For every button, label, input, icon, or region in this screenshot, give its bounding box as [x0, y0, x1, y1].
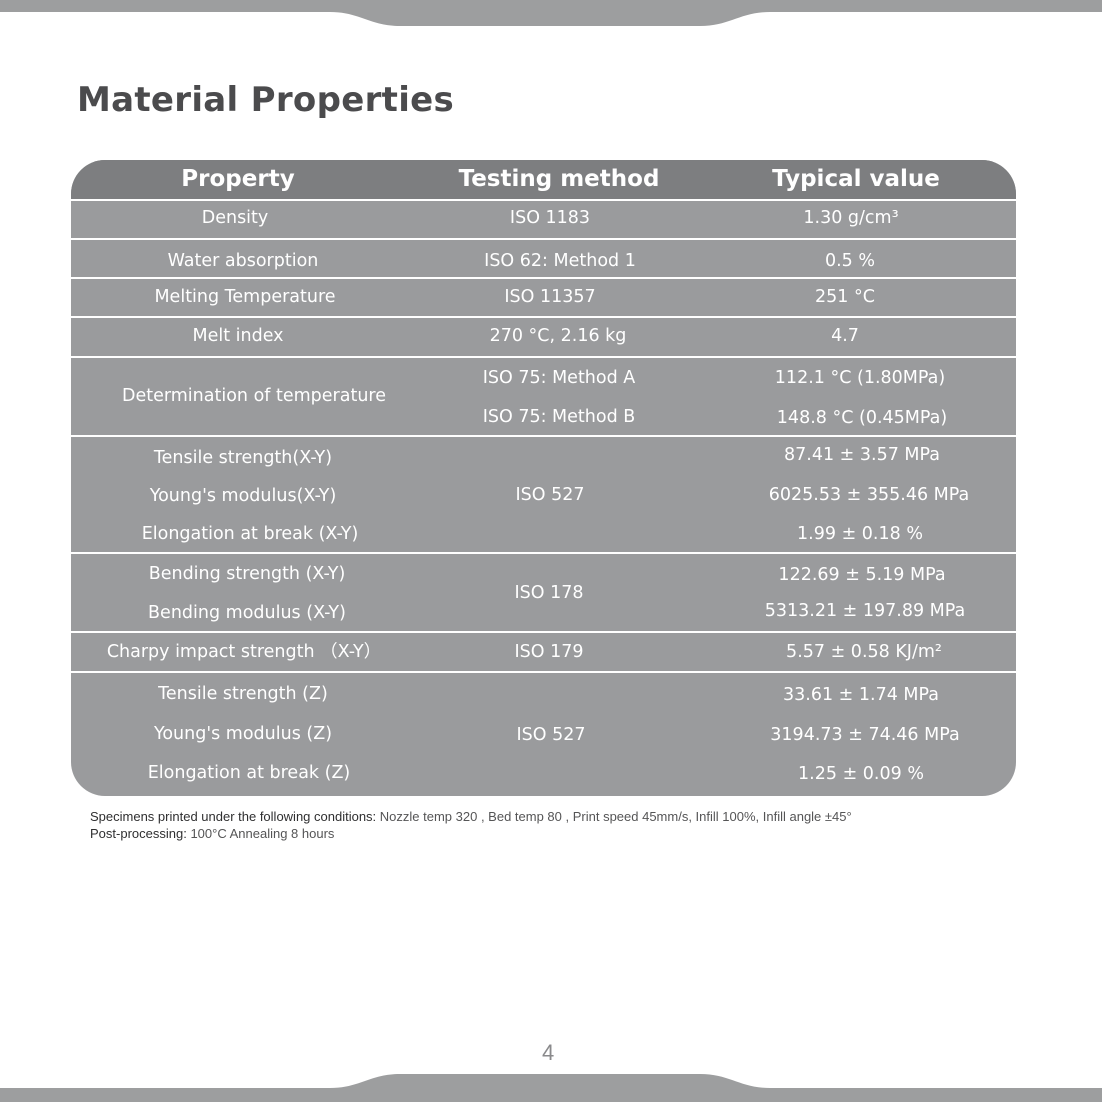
cell-property: Elongation at break (Z) — [147, 763, 351, 783]
row-divider — [71, 671, 1016, 673]
bottom-decorative-band — [0, 1074, 1102, 1102]
cell-value: 148.8 °C (0.45MPa) — [776, 408, 948, 428]
material-properties-table: Property Testing method Typical value De… — [71, 160, 1016, 796]
post-processing-text: 100°C Annealing 8 hours — [186, 826, 335, 841]
page-title: Material Properties — [77, 80, 455, 120]
row-divider — [71, 552, 1016, 554]
cell-property: Tensile strength(X-Y) — [153, 448, 333, 468]
cell-value: 3194.73 ± 74.46 MPa — [770, 725, 960, 745]
cell-property: Water absorption — [167, 251, 319, 271]
cell-method: ISO 179 — [514, 642, 584, 662]
cell-value: 112.1 °C (1.80MPa) — [774, 368, 946, 388]
cell-value: 87.41 ± 3.57 MPa — [783, 445, 941, 465]
post-processing-note: Post-processing: 100°C Annealing 8 hours — [90, 826, 334, 842]
header-typical-value: Typical value — [772, 166, 940, 192]
cell-value: 33.61 ± 1.74 MPa — [782, 685, 940, 705]
cell-property: Charpy impact strength （X-Y） — [106, 642, 382, 662]
cell-method: ISO 178 — [514, 583, 584, 603]
header-testing-method: Testing method — [458, 166, 660, 192]
cell-property: Melting Temperature — [154, 287, 336, 307]
table-header: Property Testing method Typical value — [71, 160, 1016, 199]
cell-value: 6025.53 ± 355.46 MPa — [768, 485, 970, 505]
top-decorative-band — [0, 0, 1102, 26]
cell-value: 251 °C — [815, 287, 875, 307]
page-number: 4 — [542, 1040, 555, 1065]
row-divider — [71, 631, 1016, 633]
post-processing-label: Post-processing: — [90, 826, 187, 841]
cell-method: ISO 75: Method A — [482, 368, 636, 388]
row-divider — [71, 277, 1016, 279]
cell-value: 4.7 — [831, 326, 859, 346]
cell-value: 1.30 g/cm³ — [803, 208, 899, 228]
row-divider — [71, 435, 1016, 437]
row-divider — [71, 316, 1016, 318]
cell-value: 0.5 % — [824, 251, 876, 271]
cell-value: 1.99 ± 0.18 % — [797, 524, 923, 544]
print-conditions-note: Specimens printed under the following co… — [90, 809, 852, 825]
cell-property: Tensile strength (Z) — [158, 684, 328, 704]
cell-method: ISO 1183 — [509, 208, 591, 228]
cell-value: 122.69 ± 5.19 MPa — [778, 565, 946, 585]
cell-value: 1.25 ± 0.09 % — [798, 764, 924, 784]
cell-property: Bending modulus (X-Y) — [148, 603, 346, 623]
cell-method: ISO 527 — [516, 725, 586, 745]
cell-property: Bending strength (X-Y) — [148, 564, 346, 584]
cell-value: 5.57 ± 0.58 KJ/m² — [786, 642, 942, 662]
cell-property: Elongation at break (X-Y) — [141, 524, 359, 544]
print-conditions-label: Specimens printed under the following co… — [90, 809, 377, 824]
cell-property: Determination of temperature — [122, 386, 386, 406]
cell-method: 270 °C, 2.16 kg — [489, 326, 627, 346]
cell-property: Young's modulus (Z) — [153, 724, 333, 744]
row-divider — [71, 199, 1016, 201]
row-divider — [71, 238, 1016, 240]
cell-method: ISO 62: Method 1 — [484, 251, 636, 271]
print-conditions-text: Nozzle temp 320 , Bed temp 80 , Print sp… — [376, 809, 852, 824]
cell-value: 5313.21 ± 197.89 MPa — [764, 601, 966, 621]
row-divider — [71, 356, 1016, 358]
cell-property: Young's modulus(X-Y) — [149, 486, 337, 506]
header-property: Property — [181, 166, 295, 192]
cell-property: Density — [201, 208, 269, 228]
cell-method: ISO 11357 — [504, 287, 596, 307]
cell-method: ISO 527 — [515, 485, 585, 505]
cell-method: ISO 75: Method B — [482, 407, 636, 427]
cell-property: Melt index — [192, 326, 284, 346]
